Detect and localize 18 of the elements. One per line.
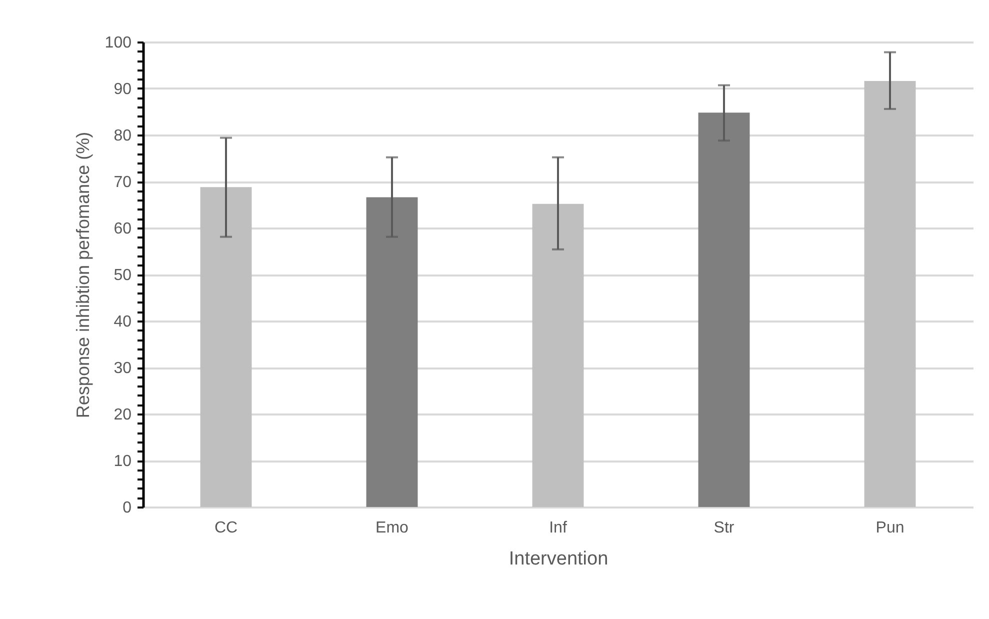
y-tick-label: 80: [114, 128, 132, 144]
x-tick-label: Inf: [549, 520, 568, 536]
y-tick-label: 10: [114, 453, 132, 470]
y-axis-title: Response inhibtion perfomance (%): [72, 132, 93, 418]
y-tick-label: 20: [114, 406, 132, 424]
y-tick-label: 60: [114, 220, 132, 238]
y-tick-label: 40: [114, 314, 132, 330]
x-tick-label: Str: [714, 520, 735, 536]
y-tick-label: 70: [114, 174, 132, 191]
y-tick-label: 50: [114, 267, 132, 284]
y-tick-label: 90: [114, 81, 132, 98]
x-axis-title: Intervention: [508, 548, 608, 570]
x-tick-label: Pun: [876, 520, 904, 536]
y-tick-label: 100: [104, 34, 132, 52]
x-tick-label: Emo: [376, 520, 409, 536]
y-tick-label: 30: [114, 360, 132, 377]
y-tick-label: 0: [122, 500, 132, 516]
x-tick-label: CC: [214, 520, 238, 536]
